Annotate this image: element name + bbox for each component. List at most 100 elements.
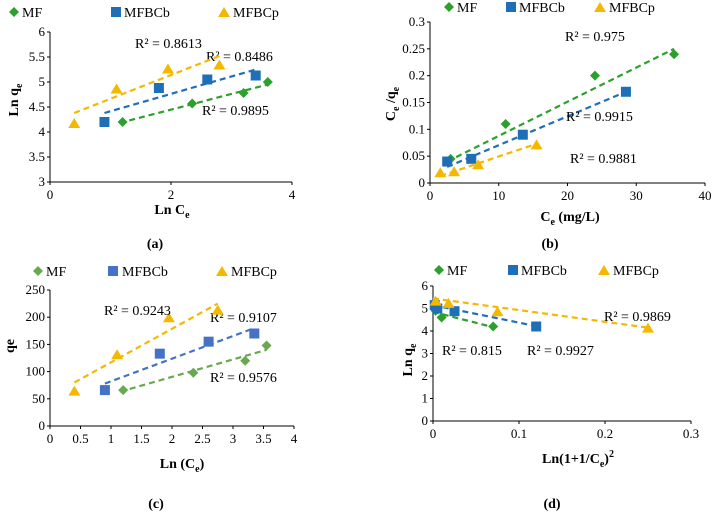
legend-label-mfbcb: MFBCb	[521, 264, 567, 279]
data-point-mfbcp	[530, 139, 543, 150]
data-point-mfbcp	[211, 304, 224, 315]
legend-a: MF MFBCb MFBCp	[9, 6, 279, 21]
data-point-mf	[188, 367, 199, 378]
r2-label-mf: R² = 0.815	[442, 344, 502, 359]
x-tick-label: 0	[427, 188, 434, 203]
x-tick-label: 4	[291, 431, 298, 446]
y-tick-label: 0.2	[409, 68, 425, 83]
legend-marker-mfbcb	[508, 265, 518, 275]
legend-label-mf: MF	[22, 6, 42, 21]
data-point-mf	[488, 321, 499, 332]
panel-a: MF MFBCb MFBCp 3 3.5 4 4.5 5 5.5 6 0 2 4 R² = 0.98…	[7, 6, 296, 252]
legend-label-mfbcp: MFBCp	[613, 264, 659, 279]
y-tick-label: 4	[422, 323, 429, 338]
data-point-mfbcp	[110, 83, 123, 94]
legend-marker-mfbcp	[216, 266, 228, 276]
legend-label-mfbcb: MFBCb	[124, 6, 170, 21]
y-axis-title-a-sub: e	[14, 83, 25, 88]
y-tick-label: 100	[26, 364, 46, 379]
data-point-mfbcp	[213, 59, 226, 70]
data-point-mfbcb	[466, 153, 477, 164]
trendline-mfbcb	[432, 304, 539, 328]
data-point-mfbcp	[442, 297, 455, 308]
x-tick-label: 2.5	[194, 431, 210, 446]
x-axis-title-c-sub: e	[195, 464, 200, 475]
y-axis-title-a-text: Ln q	[7, 88, 22, 117]
trendline-mf	[446, 47, 675, 163]
x-axis-title-c-text: Ln (C	[160, 457, 195, 472]
data-point-mfbcp	[111, 349, 124, 360]
x-axis-title-a: Ln Ce	[154, 203, 190, 221]
legend-label-mfbcb: MFBCb	[122, 265, 168, 280]
data-point-mfbcp	[642, 322, 654, 333]
data-point-mf	[261, 340, 272, 351]
data-point-mf	[500, 118, 511, 129]
y-axis-title-b-mid: /q	[384, 91, 399, 106]
y-axis-title-c: qe	[3, 339, 18, 353]
data-point-mfbcb	[250, 70, 261, 81]
y-tick-label: 50	[32, 391, 45, 406]
y-tick-label: 3	[39, 174, 46, 189]
plot-area-b: 0 0.05 0.1 0.15 0.2 0.25 0.3 0 10 20 30 40 R² = 0.97…	[402, 14, 711, 203]
x-axis-title-b: Ce (mg/L)	[540, 210, 600, 228]
r2-label-mf: R² = 0.9576	[210, 371, 277, 386]
data-point-mf	[118, 385, 129, 396]
legend-marker-mf	[434, 265, 444, 275]
legend-label-mfbcp: MFBCp	[231, 265, 277, 280]
trendline-mfbcp	[432, 297, 649, 329]
data-point-mf	[262, 77, 273, 87]
legend-label-mfbcp: MFBCp	[233, 6, 279, 21]
r2-label-mfbcb: R² = 0.8486	[206, 50, 273, 65]
y-tick-label: 0	[419, 175, 426, 190]
x-tick-label: 0.2	[597, 426, 613, 441]
legend-label-mfbcb: MFBCb	[519, 1, 565, 16]
y-tick-label: 4.5	[29, 99, 45, 114]
legend-marker-mfbcp	[218, 7, 230, 17]
x-tick-label: 10	[492, 188, 505, 203]
y-tick-label: 3	[422, 346, 429, 361]
data-point-mf	[590, 70, 600, 81]
legend-marker-mfbcp	[598, 265, 610, 275]
caption-d: (d)	[543, 497, 560, 512]
x-tick-label: 4	[289, 187, 296, 202]
y-tick-label: 5	[39, 74, 46, 89]
y-axis-title-c-text: qe	[3, 339, 18, 353]
y-axis-title-b-sub2: e	[391, 86, 402, 91]
y-tick-label: 5.5	[29, 49, 45, 64]
y-axis-title-d-text: Ln q	[401, 348, 416, 377]
y-axis-title-b-text: C	[384, 111, 399, 121]
x-tick-label: 0	[47, 431, 54, 446]
data-point-mfbcp	[491, 306, 504, 317]
data-point-mfbcb	[249, 328, 260, 339]
legend-label-mf: MF	[447, 264, 467, 279]
svg-text:Ln qe: Ln qe	[401, 343, 419, 376]
y-tick-label: 6	[39, 24, 46, 39]
x-axis-title-a-sub: e	[185, 210, 190, 221]
r2-label-mfbcb: R² = 0.9927	[527, 344, 594, 359]
data-point-mfbcb	[203, 336, 214, 347]
x-tick-label: 0.1	[511, 426, 527, 441]
x-axis-title-d-sub: e	[600, 459, 605, 470]
panel-d: MF MFBCb MFBCp 0 1 2 3 4 5 6 0 0.1 0.2 0.3 R² = 0.8…	[401, 264, 699, 512]
y-tick-label: 150	[26, 336, 46, 351]
plot-area-d: 0 1 2 3 4 5 6 0 0.1 0.2 0.3 R² = 0.815 R² = 0.9927 R²…	[422, 278, 700, 441]
data-point-mf	[238, 88, 249, 98]
legend-d: MF MFBCb MFBCp	[434, 264, 659, 279]
data-point-mfbcp	[162, 312, 175, 323]
x-axis-title-a-text: Ln C	[154, 203, 185, 218]
data-point-mfbcp	[434, 167, 447, 178]
trendline-mfbcb	[446, 90, 627, 168]
legend-marker-mf	[9, 7, 19, 17]
legend-marker-mfbcb	[108, 266, 118, 276]
x-tick-label: 0	[430, 426, 437, 441]
legend-marker-mfbcp	[594, 2, 606, 12]
x-axis-title-c: Ln (Ce)	[160, 457, 205, 475]
y-tick-label: 3.5	[29, 149, 45, 164]
legend-marker-mf	[444, 2, 454, 12]
data-point-mfbcp	[429, 295, 442, 306]
y-tick-label: 6	[422, 278, 429, 293]
y-axis-title-b-sub: e	[391, 106, 402, 111]
data-point-mfbcp	[68, 118, 81, 128]
data-point-mfbcp	[472, 159, 485, 170]
data-point-mfbcb	[99, 117, 110, 127]
